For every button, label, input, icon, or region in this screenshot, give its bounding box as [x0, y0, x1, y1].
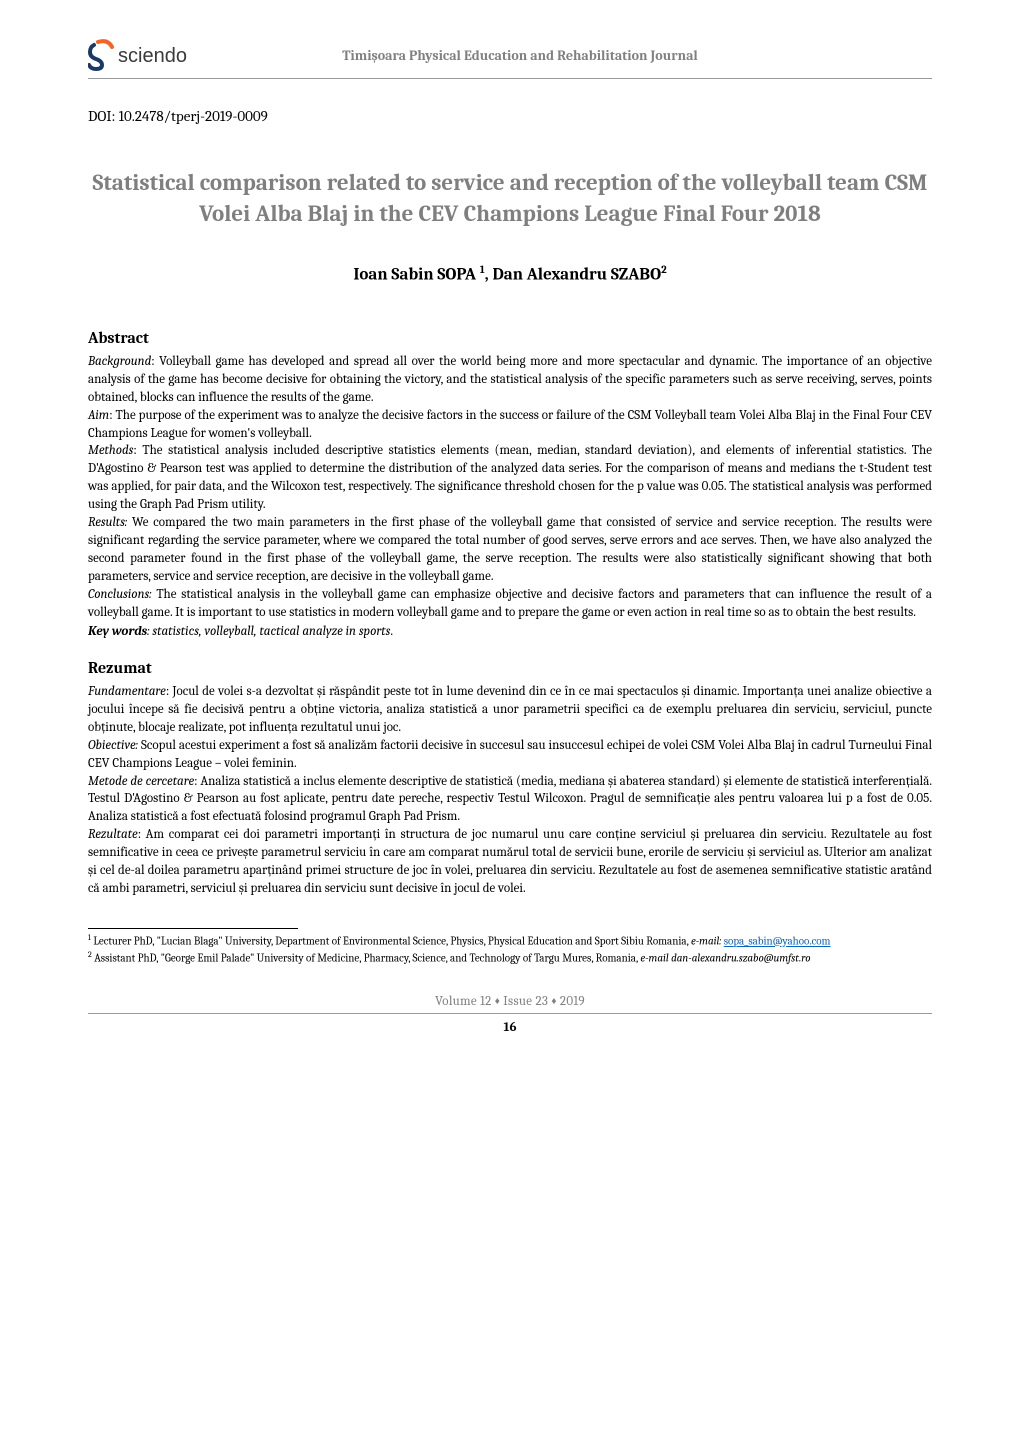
keywords-line: Key words: statistics, volleyball, tacti… [88, 624, 932, 639]
footnote-1-email: sopa_sabin@yahoo.com [724, 935, 831, 948]
author-1-name: Ioan Sabin SOPA [353, 266, 479, 285]
page-container: sciendo Timișoara Physical Education and… [0, 0, 1020, 1442]
publisher-logo: sciendo [88, 38, 218, 72]
journal-title: Timișoara Physical Education and Rehabil… [218, 47, 932, 64]
sciendo-logo-icon: sciendo [88, 38, 208, 72]
author-separator: , Dan Alexandru SZABO [485, 266, 661, 285]
rezultate-text: : Am comparat cei doi parametri importan… [88, 827, 932, 896]
abstract-body: Background: Volleyball game has develope… [88, 353, 932, 622]
author-2-affil-sup: 2 [661, 263, 667, 276]
footnote-2-ital: e-mail dan-alexandru.szabo@umfst.ro [640, 951, 810, 964]
authors-line: Ioan Sabin SOPA 1, Dan Alexandru SZABO2 [88, 263, 932, 285]
footer-rule [88, 1013, 932, 1014]
aim-text: : The purpose of the experiment was to a… [88, 408, 932, 441]
results-text: We compared the two main parameters in t… [88, 515, 932, 584]
abstract-heading: Abstract [88, 329, 932, 347]
methods-label: Methods [88, 443, 133, 458]
running-header: sciendo Timișoara Physical Education and… [88, 38, 932, 79]
conclusions-label: Conclusions: [88, 587, 152, 602]
background-text: : Volleyball game has developed and spre… [88, 354, 932, 405]
footnote-separator [88, 928, 298, 929]
page-number: 16 [88, 1020, 932, 1035]
footnotes: 1 Lecturer PhD, "Lucian Blaga" Universit… [88, 933, 932, 966]
methods-text: : The statistical analysis included desc… [88, 443, 932, 512]
keywords-label: Key words [88, 624, 147, 639]
fundamentare-text: : Jocul de volei s-a dezvoltat și răspân… [88, 684, 932, 735]
footnote-2-pre: Assistant PhD, "George Emil Palade" Univ… [92, 951, 641, 964]
footnote-1-ital: e-mail: [691, 935, 724, 948]
rezumat-heading: Rezumat [88, 659, 932, 677]
keywords-period: . [390, 624, 393, 639]
year-text: 2019 [560, 994, 585, 1009]
rezultate-label: Rezultate [88, 827, 138, 842]
article-title: Statistical comparison related to servic… [88, 167, 932, 229]
metode-label: Metode de cercetare [88, 774, 194, 789]
doi-line: DOI: 10.2478/tperj-2019-0009 [88, 107, 932, 125]
footnote-1: 1 Lecturer PhD, "Lucian Blaga" Universit… [88, 933, 932, 950]
footnote-1-pre: Lecturer PhD, "Lucian Blaga" University,… [91, 935, 691, 948]
footnote-2: 2 Assistant PhD, "George Emil Palade" Un… [88, 950, 932, 967]
results-label: Results: [88, 515, 127, 530]
conclusions-text: The statistical analysis in the volleyba… [88, 587, 932, 620]
fundamentare-label: Fundamentare [88, 684, 166, 699]
background-label: Background [88, 354, 151, 369]
keywords-value: : statistics, volleyball, tactical analy… [147, 624, 390, 639]
obiective-text: Scopul acestui experiment a fost să anal… [88, 738, 932, 771]
metode-text: : Analiza statistică a inclus elemente d… [88, 774, 932, 825]
aim-label: Aim [88, 408, 109, 423]
diamond-icon: ♦ [551, 995, 556, 1007]
volume-issue-line: Volume 12 ♦ Issue 23 ♦ 2019 [88, 994, 932, 1009]
obiective-label: Obiective: [88, 738, 138, 753]
volume-text: Volume 12 [435, 994, 495, 1009]
sciendo-logo-text: sciendo [118, 45, 187, 67]
issue-text: Issue 23 [503, 994, 551, 1009]
diamond-icon: ♦ [495, 995, 500, 1007]
rezumat-body: Fundamentare: Jocul de volei s-a dezvolt… [88, 683, 932, 898]
